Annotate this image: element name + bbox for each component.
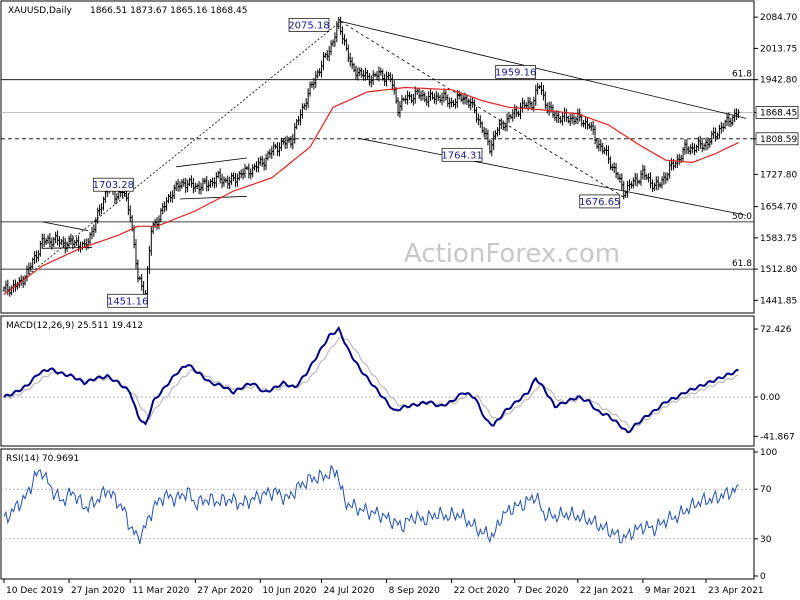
- price-tick-label: 1441.85: [760, 296, 797, 306]
- rsi-axis: 100 70 30 0: [754, 448, 777, 582]
- annotation-label: 1676.65: [579, 197, 620, 208]
- price-axis: 2084.70 2013.75 1942.80 1868.45 1808.59 1727.…: [754, 13, 799, 306]
- instrument-label: XAUUSD,Daily: [8, 6, 72, 16]
- price-annotations: 2075.18 1959.16 1703.28 1764.31 1676.65 1451.…: [92, 17, 621, 308]
- trendline: [340, 21, 624, 198]
- date-tick-label: 10 Dec 2019: [6, 586, 64, 596]
- macd-signal-line: [3, 336, 739, 430]
- date-tick-label: 23 Apr 2021: [708, 586, 764, 596]
- level-price-box: [755, 132, 799, 146]
- annotation-box: [92, 177, 134, 192]
- price-header: XAUUSD,Daily 1866.51 1873.67 1865.16 186…: [8, 6, 247, 16]
- price-tick-label: 1654.70: [760, 203, 797, 213]
- date-tick-label: 8 Sep 2020: [389, 586, 441, 596]
- trendline: [340, 21, 747, 119]
- level-label: 50.0: [732, 212, 752, 222]
- macd-tick-label: 0.00: [760, 393, 780, 403]
- ma-line: [3, 86, 739, 296]
- macd-tick-label: -41.867: [760, 432, 795, 442]
- price-panel-frame: [0, 0, 755, 314]
- rsi-header: RSI(14) 70.9691: [6, 454, 79, 464]
- trendline: [3, 21, 341, 295]
- rsi-tick-label: 100: [760, 448, 777, 458]
- date-tick-label: 27 Jan 2020: [71, 586, 125, 596]
- date-tick-label: 22 Oct 2020: [454, 586, 510, 596]
- price-tick-label: 1583.75: [760, 234, 797, 244]
- macd-header: MACD(12,26,9) 25.511 19.412: [6, 321, 143, 331]
- moving-average: [3, 86, 739, 296]
- watermark: ActionForex.com: [404, 239, 620, 269]
- rsi-panel-frame: [0, 448, 755, 580]
- price-tick-label: 1942.80: [760, 76, 797, 86]
- price-tick-label: 1512.80: [760, 265, 797, 275]
- rsi-tick-label: 70: [760, 485, 772, 495]
- price-tick-label: 2013.75: [760, 44, 797, 54]
- level-label: 61.8: [732, 70, 752, 80]
- price-tick-label: 1727.80: [760, 170, 797, 180]
- annotation-label: 2075.18: [288, 20, 329, 31]
- date-tick-label: 7 Dec 2020: [517, 586, 569, 596]
- macd-axis: 72.426 0.00 -41.867: [754, 325, 795, 442]
- rsi-tick-label: 0: [760, 572, 766, 582]
- macd-panel-frame: [0, 315, 755, 447]
- trendline: [357, 137, 747, 216]
- rsi-tick-label: 30: [760, 535, 772, 545]
- trendline: [176, 157, 247, 168]
- date-tick-label: 11 Mar 2020: [132, 586, 189, 596]
- annotation-box: [579, 194, 621, 209]
- trendline: [179, 195, 247, 200]
- price-tick-label: 2084.70: [760, 13, 797, 23]
- rsi-plot: [1, 464, 754, 545]
- ohlc-readout: 1866.51 1873.67 1865.16 1868.45: [90, 6, 247, 16]
- annotation-label: 1764.31: [441, 150, 482, 161]
- annotation-box: [288, 17, 330, 32]
- price-tick-label: 1868.45: [760, 108, 797, 118]
- macd-tick-label: 72.426: [760, 325, 792, 335]
- date-tick-label: 10 Jun 2020: [262, 586, 316, 596]
- annotation-label: 1959.16: [495, 67, 536, 78]
- annotation-label: 1703.28: [93, 180, 134, 191]
- date-tick-label: 9 Mar 2021: [645, 586, 696, 596]
- annotation-box: [107, 293, 148, 308]
- date-tick-label: 24 Jul 2020: [324, 586, 375, 596]
- date-tick-label: 22 Jan 2021: [580, 586, 634, 596]
- horizontal-levels: 61.8 50.0 61.8: [1, 70, 754, 270]
- annotation-box: [441, 147, 483, 162]
- rsi-line: [3, 464, 739, 545]
- trendline: [42, 221, 89, 232]
- annotation-label: 1451.16: [107, 296, 148, 307]
- macd-line: [3, 325, 739, 434]
- date-axis: 10 Dec 2019 27 Jan 2020 11 Mar 2020 27 Apr …: [3, 579, 764, 596]
- level-label: 61.8: [732, 259, 752, 269]
- annotation-box: [495, 65, 537, 79]
- price-tick-label: 1808.59: [760, 135, 797, 145]
- macd-plot: [1, 325, 754, 434]
- date-tick-label: 27 Apr 2020: [197, 586, 253, 596]
- current-price-box: [755, 106, 799, 119]
